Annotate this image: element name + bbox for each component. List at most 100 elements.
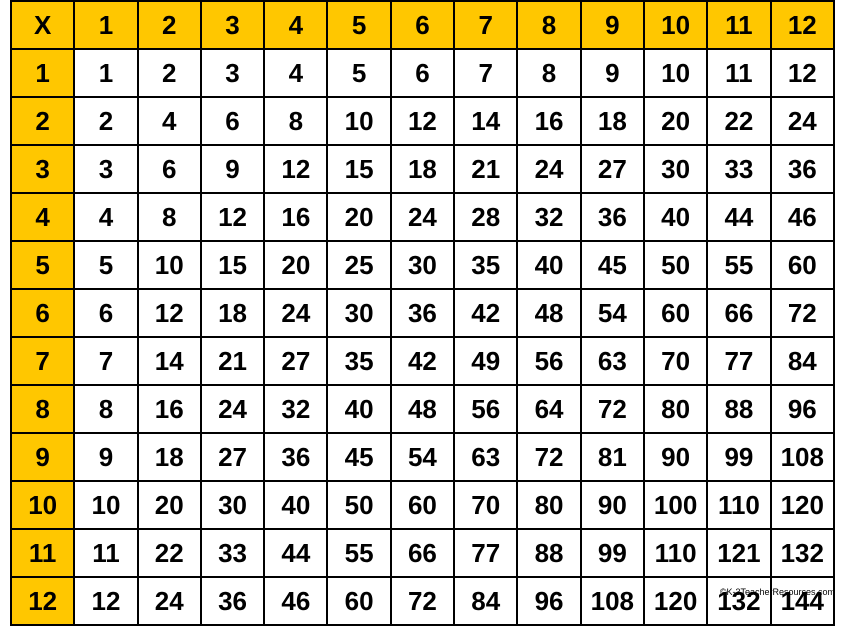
- table-cell: 16: [138, 385, 201, 433]
- table-cell: 60: [644, 289, 707, 337]
- multiplication-table: X 1 2 3 4 5 6 7 8 9 10 11 12 1 1 2 3 4 5…: [10, 0, 835, 626]
- table-cell: 144: [771, 577, 834, 625]
- table-cell: 24: [517, 145, 580, 193]
- row-header: 11: [11, 529, 74, 577]
- table-cell: 36: [201, 577, 264, 625]
- row-header: 6: [11, 289, 74, 337]
- table-cell: 48: [391, 385, 454, 433]
- table-cell: 9: [201, 145, 264, 193]
- table-cell: 110: [644, 529, 707, 577]
- table-cell: 18: [138, 433, 201, 481]
- table-cell: 81: [581, 433, 644, 481]
- table-cell: 18: [391, 145, 454, 193]
- table-cell: 6: [201, 97, 264, 145]
- table-cell: 11: [707, 49, 770, 97]
- table-cell: 60: [327, 577, 390, 625]
- table-row: 9 9 18 27 36 45 54 63 72 81 90 99 108: [11, 433, 834, 481]
- col-header: 9: [581, 1, 644, 49]
- table-cell: 10: [327, 97, 390, 145]
- table-cell: 100: [644, 481, 707, 529]
- table-cell: 8: [517, 49, 580, 97]
- table-cell: 42: [391, 337, 454, 385]
- table-cell: 72: [517, 433, 580, 481]
- table-cell: 22: [138, 529, 201, 577]
- table-cell: 55: [707, 241, 770, 289]
- table-cell: 7: [454, 49, 517, 97]
- table-cell: 108: [771, 433, 834, 481]
- table-cell: 12: [74, 577, 137, 625]
- table-cell: 120: [771, 481, 834, 529]
- table-cell: 36: [391, 289, 454, 337]
- table-cell: 30: [327, 289, 390, 337]
- table-cell: 44: [264, 529, 327, 577]
- table-cell: 110: [707, 481, 770, 529]
- row-header: 2: [11, 97, 74, 145]
- table-cell: 48: [517, 289, 580, 337]
- row-header: 9: [11, 433, 74, 481]
- table-cell: 10: [644, 49, 707, 97]
- table-cell: 36: [771, 145, 834, 193]
- table-cell: 5: [327, 49, 390, 97]
- table-cell: 72: [391, 577, 454, 625]
- col-header: 12: [771, 1, 834, 49]
- table-cell: 25: [327, 241, 390, 289]
- table-cell: 12: [201, 193, 264, 241]
- table-cell: 54: [581, 289, 644, 337]
- row-header: 5: [11, 241, 74, 289]
- table-cell: 60: [391, 481, 454, 529]
- attribution-text: ©K-3TeacherResources.com: [720, 587, 835, 597]
- table-cell: 15: [201, 241, 264, 289]
- col-header: 3: [201, 1, 264, 49]
- table-row: 12 12 24 36 46 60 72 84 96 108 120 132 1…: [11, 577, 834, 625]
- table-cell: 80: [644, 385, 707, 433]
- table-row: 4 4 8 12 16 20 24 28 32 36 40 44 46: [11, 193, 834, 241]
- table-cell: 84: [454, 577, 517, 625]
- table-cell: 121: [707, 529, 770, 577]
- table-cell: 18: [201, 289, 264, 337]
- table-row: 10 10 20 30 40 50 60 70 80 90 100 110 12…: [11, 481, 834, 529]
- table-cell: 1: [74, 49, 137, 97]
- table-cell: 49: [454, 337, 517, 385]
- table-cell: 72: [581, 385, 644, 433]
- table-cell: 99: [707, 433, 770, 481]
- table-cell: 24: [771, 97, 834, 145]
- table-cell: 90: [644, 433, 707, 481]
- table-cell: 24: [264, 289, 327, 337]
- table-cell: 20: [644, 97, 707, 145]
- table-cell: 50: [327, 481, 390, 529]
- table-cell: 56: [454, 385, 517, 433]
- table-cell: 70: [644, 337, 707, 385]
- table-cell: 21: [454, 145, 517, 193]
- table-cell: 12: [771, 49, 834, 97]
- table-cell: 15: [327, 145, 390, 193]
- table-row: 2 2 4 6 8 10 12 14 16 18 20 22 24: [11, 97, 834, 145]
- table-cell: 6: [74, 289, 137, 337]
- table-cell: 14: [138, 337, 201, 385]
- row-header: 10: [11, 481, 74, 529]
- row-header: 12: [11, 577, 74, 625]
- table-cell: 35: [454, 241, 517, 289]
- table-row: 7 7 14 21 27 35 42 49 56 63 70 77 84: [11, 337, 834, 385]
- table-cell: 21: [201, 337, 264, 385]
- row-header: 7: [11, 337, 74, 385]
- table-cell: 30: [201, 481, 264, 529]
- table-cell: 55: [327, 529, 390, 577]
- table-cell: 18: [581, 97, 644, 145]
- table-cell: 46: [771, 193, 834, 241]
- table-cell: 40: [264, 481, 327, 529]
- table-cell: 24: [201, 385, 264, 433]
- table-cell: 2: [74, 97, 137, 145]
- table-cell: 9: [74, 433, 137, 481]
- table-cell: 42: [454, 289, 517, 337]
- table-cell: 120: [644, 577, 707, 625]
- table-cell: 8: [264, 97, 327, 145]
- table-cell: 80: [517, 481, 580, 529]
- table-cell: 36: [581, 193, 644, 241]
- table-cell: 36: [264, 433, 327, 481]
- table-cell: 30: [391, 241, 454, 289]
- table-cell: 46: [264, 577, 327, 625]
- table-cell: 40: [327, 385, 390, 433]
- table-cell: 77: [454, 529, 517, 577]
- table-cell: 40: [517, 241, 580, 289]
- table-cell: 32: [517, 193, 580, 241]
